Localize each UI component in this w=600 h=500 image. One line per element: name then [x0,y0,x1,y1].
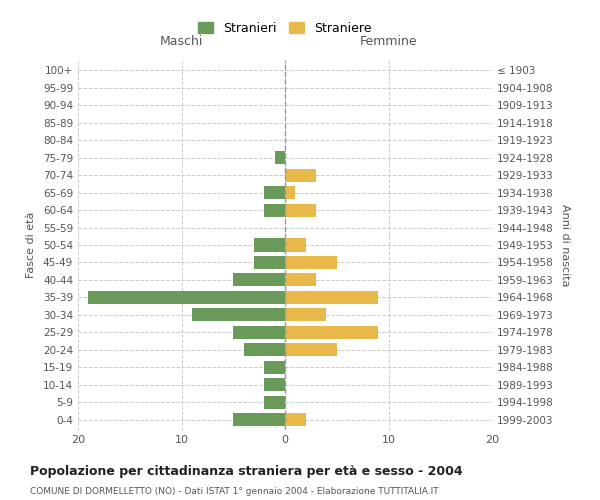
Bar [265,378,285,391]
Bar [285,168,316,181]
Text: Femmine: Femmine [359,35,418,48]
Bar [233,274,285,286]
Bar [244,343,285,356]
Bar [233,413,285,426]
Bar [265,204,285,216]
Bar [285,343,337,356]
Bar [285,326,378,339]
Legend: Stranieri, Straniere: Stranieri, Straniere [194,18,376,38]
Bar [265,360,285,374]
Bar [285,291,378,304]
Text: COMUNE DI DORMELLETTO (NO) - Dati ISTAT 1° gennaio 2004 - Elaborazione TUTTITALI: COMUNE DI DORMELLETTO (NO) - Dati ISTAT … [30,488,439,496]
Bar [285,204,316,216]
Bar [88,291,285,304]
Bar [254,238,285,252]
Bar [192,308,285,322]
Y-axis label: Fasce di età: Fasce di età [26,212,36,278]
Bar [285,413,306,426]
Bar [285,186,295,199]
Y-axis label: Anni di nascita: Anni di nascita [560,204,570,286]
Text: Popolazione per cittadinanza straniera per età e sesso - 2004: Popolazione per cittadinanza straniera p… [30,465,463,478]
Bar [285,256,337,269]
Bar [285,238,306,252]
Bar [265,396,285,408]
Bar [275,151,285,164]
Bar [254,256,285,269]
Bar [285,308,326,322]
Bar [233,326,285,339]
Text: Maschi: Maschi [160,35,203,48]
Bar [265,186,285,199]
Bar [285,274,316,286]
